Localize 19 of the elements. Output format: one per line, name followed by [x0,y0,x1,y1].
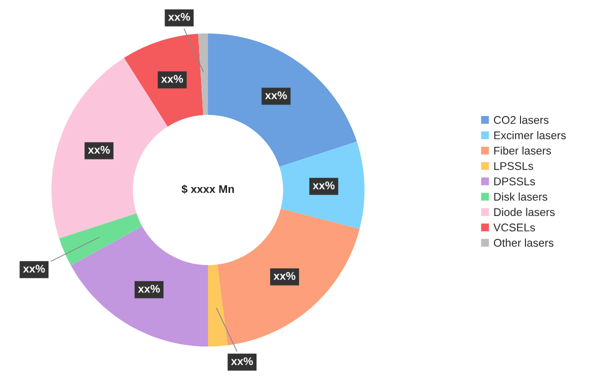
data-label: xx% [312,182,335,190]
data-label: xx% [88,146,110,154]
data-label: xx% [274,272,296,280]
data-label: xx% [168,12,190,21]
legend-label: Other lasers [494,238,554,247]
data-label: xx% [265,91,287,100]
legend-label: Fiber lasers [494,146,551,155]
text: $ xxxx Mn [182,184,234,194]
data-label: xx% [23,264,45,273]
legend-label: CO2 lasers [494,116,549,124]
legend-label: LPSSLs [494,162,534,170]
legend-label: DPSSLs [494,177,535,186]
legend-label: Disk lasers [494,192,548,201]
data-label: xx% [138,284,160,293]
legend-label: Diode lasers [494,208,555,216]
data-label: xx% [231,357,253,366]
legend-label: Excimer lasers [494,131,566,140]
data-label: xx% [161,74,184,83]
legend-label: VCSELs [493,224,535,232]
